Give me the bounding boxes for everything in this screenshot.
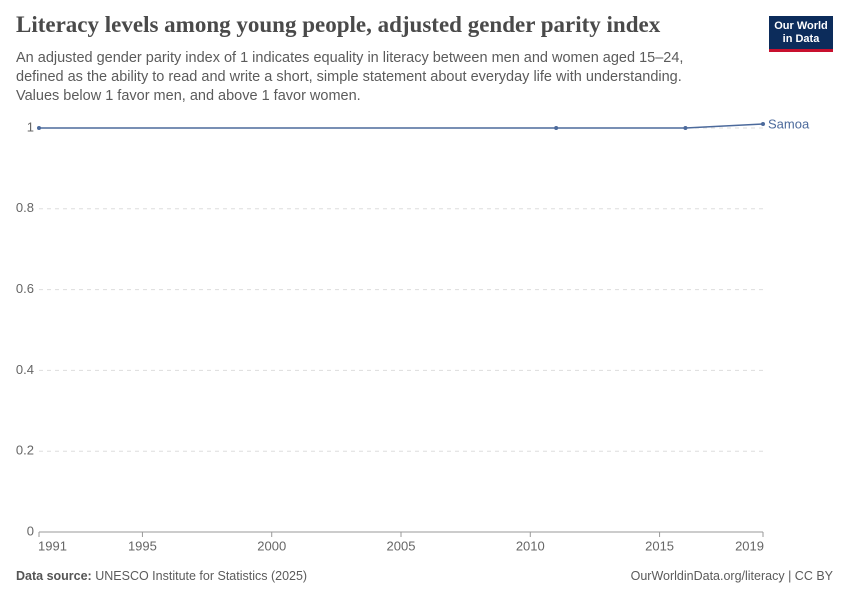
x-tick-label: 1991 <box>38 538 67 553</box>
x-tick-label: 2010 <box>516 538 545 553</box>
series-line <box>39 123 764 129</box>
x-tick-label: 1995 <box>128 538 157 553</box>
y-tick-label: 0.4 <box>16 362 34 377</box>
y-tick-label: 0.6 <box>16 281 34 296</box>
y-tick-label: 0.2 <box>16 443 34 458</box>
y-tick-label: 0 <box>27 523 34 538</box>
data-point <box>554 126 559 130</box>
series-label: Samoa <box>768 116 810 131</box>
data-point <box>37 126 41 130</box>
chart-subtitle: An adjusted gender parity index of 1 ind… <box>16 50 684 104</box>
x-tick-label: 2019 <box>735 538 764 553</box>
data-point <box>761 121 765 126</box>
logo[interactable]: Our World in Data <box>769 16 833 52</box>
source-label: Data source: <box>16 569 92 583</box>
credit[interactable]: OurWorldinData.org/literacy | CC BY <box>630 569 833 583</box>
chart-title: Literacy levels among young people, adju… <box>16 12 661 37</box>
x-tick-label: 2015 <box>645 538 674 553</box>
x-tick-label: 2005 <box>387 538 416 553</box>
x-tick-label: 2000 <box>257 538 286 553</box>
y-tick-label: 0.8 <box>16 200 34 215</box>
source-text: UNESCO Institute for Statistics (2025) <box>95 569 308 583</box>
y-tick-label: 1 <box>27 119 34 134</box>
source: Data source: UNESCO Institute for Statis… <box>16 569 307 583</box>
data-point <box>683 126 688 130</box>
